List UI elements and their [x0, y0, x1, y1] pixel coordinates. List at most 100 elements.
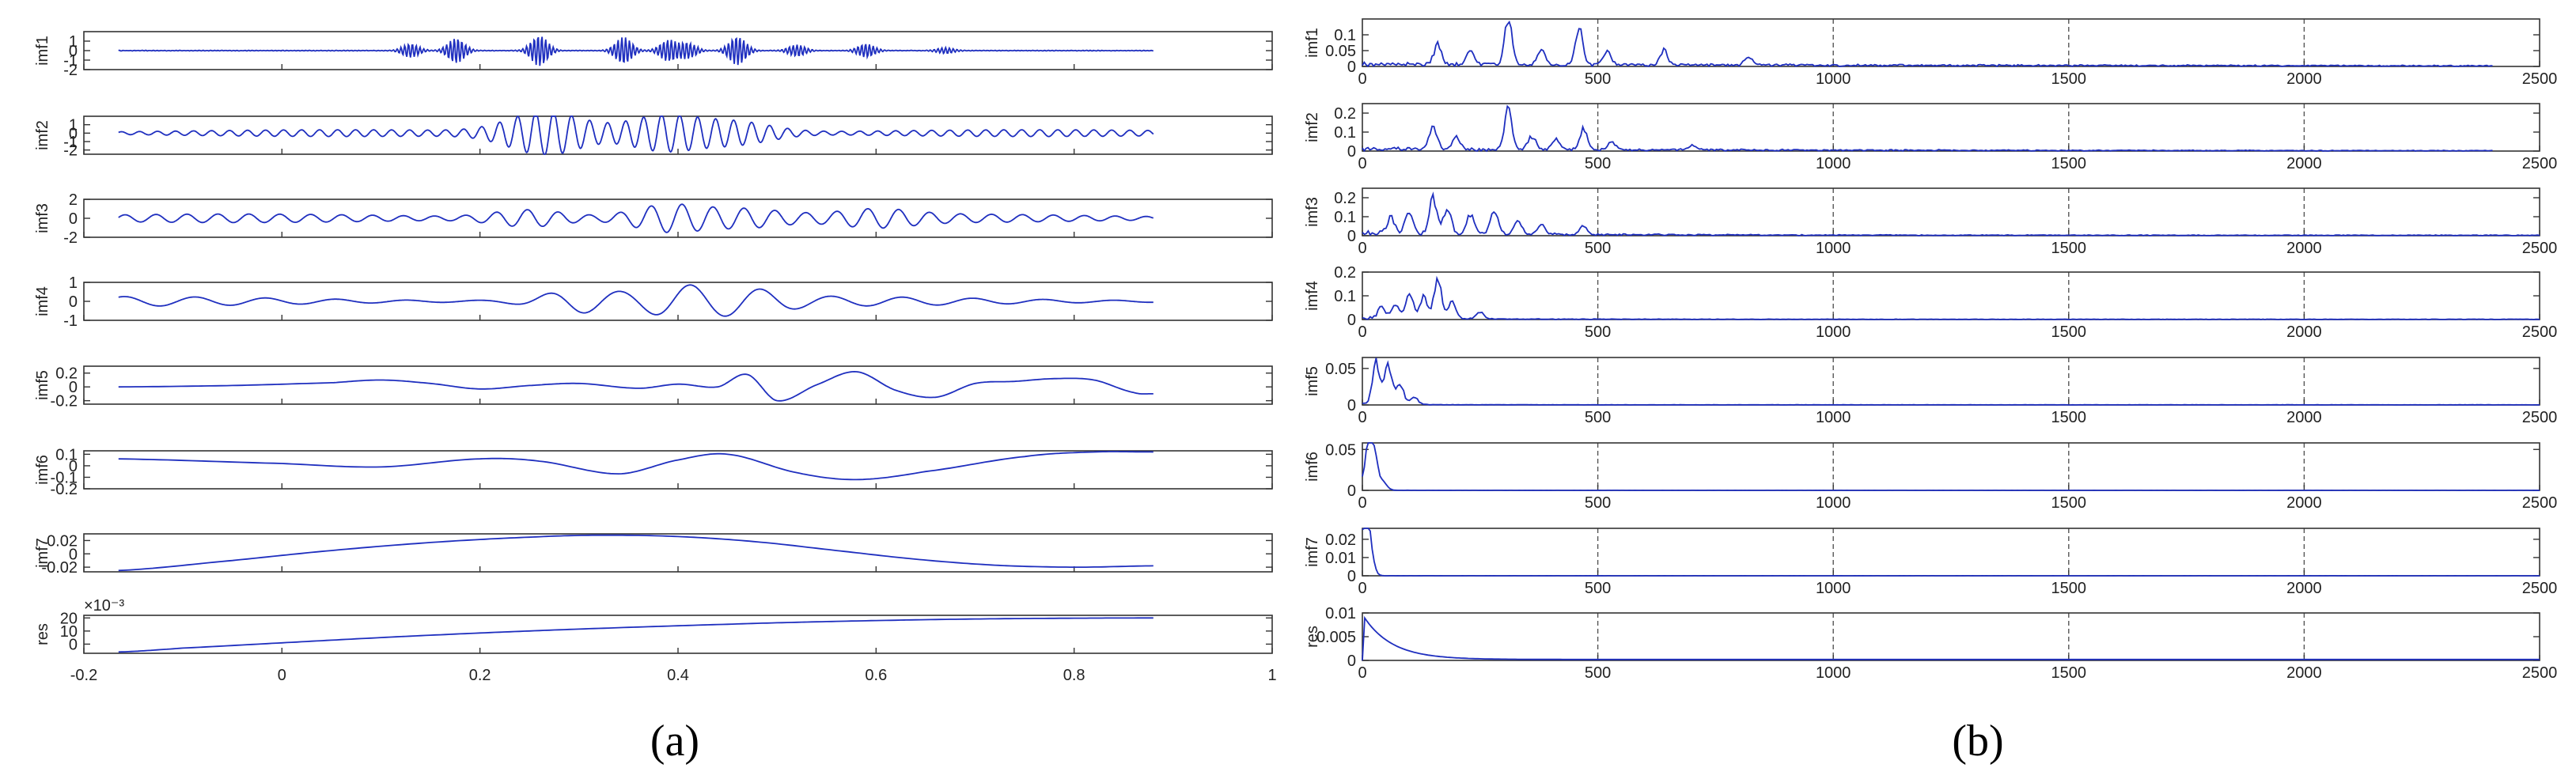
ytick-label: 0.05	[1325, 441, 1356, 459]
xtick-label: 1500	[2051, 494, 2087, 512]
xtick-label: 1500	[2051, 323, 2087, 341]
axes-box	[1362, 103, 2540, 152]
ytick-label: -2	[63, 62, 78, 79]
ytick-label: 0.05	[1325, 43, 1356, 60]
series-line-imf1	[118, 36, 1154, 66]
ytick-label: 1	[69, 274, 78, 292]
ylabel-imf5: imf5	[34, 370, 51, 400]
ytick-label: 1	[69, 33, 78, 51]
series-line-imf4	[1362, 275, 2540, 320]
xtick-label: 2500	[2522, 323, 2558, 341]
xtick-label: 0.8	[1063, 667, 1085, 684]
series-line-imf3	[118, 203, 1154, 233]
xtick-label: 0	[278, 667, 286, 684]
axes-box	[83, 450, 1273, 490]
subplot-b-res: 0.01 0.005 00 500 1000 1500 2000 2500 res	[1304, 605, 2557, 682]
ytick-label: 0.01	[1325, 550, 1356, 567]
ytick-label: 0	[69, 546, 78, 563]
ytick-label: 0	[1347, 59, 1356, 76]
xtick-label: 1000	[1816, 664, 1851, 682]
ylabel-imf3: imf3	[1304, 197, 1321, 227]
ytick-label: 10	[60, 623, 78, 641]
axes-box	[83, 115, 1273, 155]
series-line-res	[1362, 615, 2540, 661]
xtick-label: 1500	[2051, 70, 2087, 88]
ylabel-imf4: imf4	[34, 286, 51, 316]
ytick-label: 0	[1347, 312, 1356, 329]
series-line-imf6	[1362, 442, 2540, 491]
ytick-label: 0.05	[1325, 361, 1356, 378]
axes-box	[1362, 442, 2540, 491]
exponent-label: ×10⁻³	[84, 597, 124, 615]
axes-box	[1362, 271, 2540, 320]
series-line-imf7	[1362, 528, 2540, 577]
ytick-label: 0.1	[1334, 27, 1356, 44]
series-line-res	[118, 617, 1154, 653]
xtick-label: 0	[1358, 494, 1366, 512]
xtick-label: 500	[1585, 664, 1611, 682]
xtick-label: 0	[1358, 580, 1366, 597]
axes-box	[1362, 612, 2540, 661]
xtick-label: 2500	[2522, 70, 2558, 88]
xtick-label: 1000	[1816, 409, 1851, 426]
series-line-imf2	[1362, 104, 2493, 153]
ytick-label: 0.2	[55, 365, 78, 383]
ylabel-imf6: imf6	[34, 455, 51, 485]
xtick-label: 2000	[2286, 580, 2322, 597]
xtick-label: 0	[1358, 409, 1366, 426]
series-line-imf5	[1362, 357, 2540, 406]
axes-box	[1362, 528, 2540, 577]
xtick-label: 500	[1585, 323, 1611, 341]
subplot-a-imf3: 20-2 imf3	[34, 191, 1273, 247]
ytick-label: 0	[69, 43, 78, 60]
ytick-label: 0.1	[55, 446, 78, 463]
ytick-label: -1	[63, 312, 78, 330]
xtick-label: 1000	[1816, 70, 1851, 88]
subplot-b-imf2: 0.20.100 500 1000 1500 2000 2500 imf2	[1304, 103, 2557, 172]
xtick-label: 2000	[2286, 323, 2322, 341]
xtick-label: 1500	[2051, 240, 2087, 257]
subplot-b-imf5: 0.05 00 500 1000 1500 2000 2500 imf5	[1304, 357, 2557, 426]
axes-box	[83, 533, 1273, 573]
xtick-label: 0	[1358, 664, 1366, 682]
xtick-label: 1000	[1816, 240, 1851, 257]
ytick-label: 0.2	[1334, 105, 1356, 123]
xtick-label: 2500	[2522, 664, 2558, 682]
ytick-label: 1	[69, 117, 78, 134]
ylabel-imf3: imf3	[34, 203, 51, 233]
xtick-label: 2000	[2286, 494, 2322, 512]
ylabel-imf7: imf7	[1304, 537, 1321, 567]
ytick-label: -0.2	[51, 393, 78, 410]
xtick-label: 1500	[2051, 409, 2087, 426]
xtick-label: 1000	[1816, 155, 1851, 172]
xtick-label: 2000	[2286, 664, 2322, 682]
ylabel-imf1: imf1	[1304, 28, 1321, 58]
xtick-label: 500	[1585, 155, 1611, 172]
ytick-label: -0.02	[41, 559, 78, 577]
ytick-label: 0.02	[1325, 531, 1356, 549]
axes-box	[83, 199, 1273, 238]
ytick-label: 0.1	[1334, 124, 1356, 142]
series-line-imf2	[118, 115, 1154, 155]
xtick-label: 0.2	[469, 667, 491, 684]
ytick-label: 0.01	[1325, 605, 1356, 622]
xtick-label: 2000	[2286, 240, 2322, 257]
xtick-label: 2000	[2286, 155, 2322, 172]
xtick-label: 1500	[2051, 155, 2087, 172]
series-line-imf4	[118, 284, 1154, 317]
subplot-a-imf1: 10-1-2 imf1	[34, 31, 1273, 79]
series-line-imf6	[118, 451, 1154, 481]
axes-box	[83, 615, 1273, 654]
ytick-label: 0	[69, 210, 78, 228]
ytick-label: 0	[1347, 397, 1356, 414]
ytick-label: 0	[69, 125, 78, 142]
ylabel-imf4: imf4	[1304, 281, 1321, 311]
xtick-label: -0.2	[70, 667, 97, 684]
ytick-label: 0.2	[1334, 264, 1356, 282]
subplot-b-imf4: 0.2 0.1 00 500 1000 1500 2000 2500 imf4	[1304, 264, 2557, 341]
xtick-label: 2500	[2522, 580, 2558, 597]
ytick-label: 0	[69, 293, 78, 311]
